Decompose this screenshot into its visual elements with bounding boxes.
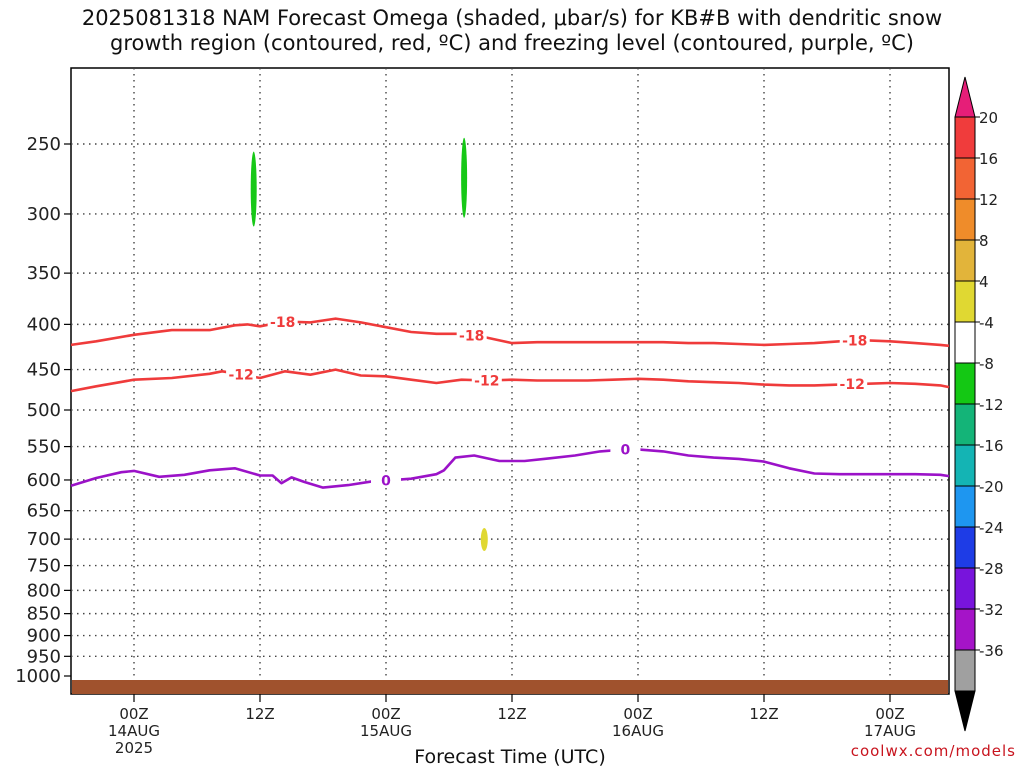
colorbar-label: -24 (979, 519, 1004, 537)
colorbar-label: -28 (979, 560, 1004, 578)
x-tick-label: 00Z (875, 705, 904, 723)
colorbar-label: -32 (979, 601, 1004, 619)
colorbar-label: -16 (979, 437, 1004, 455)
y-tick-label: 350 (27, 263, 61, 284)
colorbar-label: 4 (979, 273, 989, 291)
colorbar-label: 16 (979, 150, 998, 168)
x-tick-label: 12Z (245, 705, 274, 723)
x-tick-label: 00Z (371, 705, 400, 723)
contour-line (70, 317, 950, 348)
colorbar-bottom-arrow (954, 690, 976, 732)
y-tick-label: 300 (27, 204, 61, 225)
colorbar-label: -8 (979, 355, 994, 373)
x-tick-date: 14AUG (108, 722, 160, 740)
colorbar-swatch (954, 526, 976, 569)
colorbar-label: 8 (979, 232, 989, 250)
colorbar-swatch (954, 485, 976, 528)
contour-label: 0 (381, 474, 391, 490)
omega-shade (461, 137, 468, 218)
omega-shade (250, 151, 257, 227)
x-tick-date: 17AUG (864, 722, 916, 740)
y-tick-label: 1000 (15, 666, 61, 687)
y-tick-label: 450 (27, 360, 61, 381)
contour-label: -18 (459, 328, 484, 344)
x-tick-date: 16AUG (612, 722, 664, 740)
y-tick-label: 600 (27, 470, 61, 491)
contour-label-bg (371, 471, 401, 488)
contour-line (70, 368, 950, 393)
y-tick-label: 900 (27, 626, 61, 647)
x-axis-label: Forecast Time (UTC) (414, 746, 606, 768)
contour-line (70, 448, 950, 489)
colorbar-label: 12 (979, 191, 998, 209)
colorbar-label: -20 (979, 478, 1004, 496)
colorbar-swatch (954, 157, 976, 200)
colorbar-label: -12 (979, 396, 1004, 414)
colorbar-swatch (954, 403, 976, 446)
colorbar-swatch (954, 362, 976, 405)
x-tick-label: 12Z (497, 705, 526, 723)
colorbar-swatch (954, 116, 976, 159)
colorbar-label: -4 (979, 314, 994, 332)
colorbar-swatch (954, 280, 976, 323)
colorbar-swatch (954, 321, 976, 364)
chart-title: 2025081318 NAM Forecast Omega (shaded, μ… (81, 6, 943, 55)
y-tick-label: 500 (27, 400, 61, 421)
x-tick-date: 15AUG (360, 722, 412, 740)
colorbar-swatch (954, 608, 976, 651)
colorbar-label: -36 (979, 642, 1004, 660)
y-tick-label: 250 (27, 134, 61, 155)
colorbar-swatch (954, 444, 976, 487)
contour-label: -18 (270, 315, 295, 331)
contour-label-bg (610, 440, 641, 457)
contour-label-bg (456, 326, 487, 343)
contour-label: -12 (840, 377, 865, 393)
colorbar-swatch (954, 239, 976, 282)
colorbar-swatch (954, 198, 976, 241)
x-tick-year: 2025 (115, 739, 153, 757)
x-tick-label: 00Z (623, 705, 652, 723)
omega-shade (480, 527, 488, 551)
x-tick-label: 12Z (749, 705, 778, 723)
contour-label: -12 (474, 373, 499, 389)
credit-text: coolwx.com/models (850, 742, 1016, 760)
contour-label-bg (226, 365, 257, 382)
contour-label-bg (837, 375, 868, 392)
contour-label: -18 (842, 334, 867, 350)
y-tick-label: 650 (27, 501, 61, 522)
y-tick-label: 850 (27, 604, 61, 625)
y-tick-label: 550 (27, 437, 61, 458)
terrain-band (72, 680, 948, 694)
colorbar-swatch (954, 649, 976, 692)
colorbar-label: 20 (979, 109, 998, 127)
colorbar-swatch (954, 567, 976, 610)
y-tick-label: 750 (27, 556, 61, 577)
colorbar-top-arrow (954, 76, 976, 118)
y-tick-label: 800 (27, 580, 61, 601)
contour-label: 0 (621, 442, 631, 458)
contour-label-bg (839, 331, 870, 348)
y-tick-label: 700 (27, 529, 61, 550)
y-tick-label: 400 (27, 314, 61, 335)
contour-label-bg (267, 312, 298, 329)
x-tick-label: 00Z (119, 705, 148, 723)
contour-label: -12 (228, 367, 253, 383)
contour-label-bg (471, 371, 502, 388)
y-tick-label: 950 (27, 646, 61, 667)
